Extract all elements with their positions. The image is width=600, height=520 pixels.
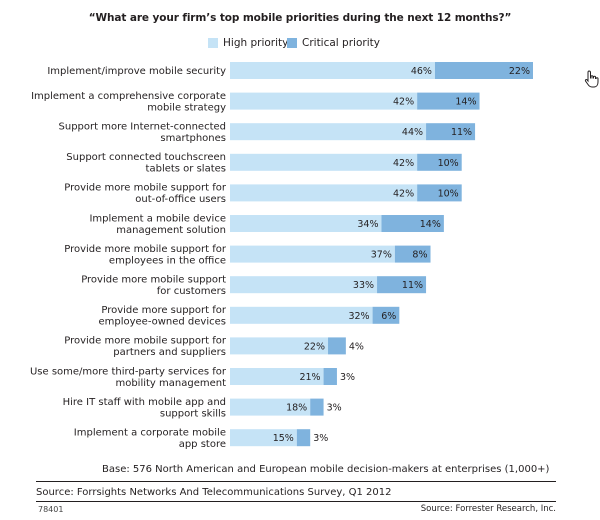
- category-label: Support connected touchscreen: [66, 152, 226, 163]
- data-label-high-priority: 22%: [304, 341, 325, 352]
- bar-critical-priority: [417, 92, 480, 110]
- bar-critical-priority: [417, 184, 462, 202]
- bar-high-priority: [230, 368, 324, 385]
- category-label: mobile strategy: [147, 102, 226, 113]
- chart-title: “What are your firm’s top mobile priorit…: [88, 12, 512, 24]
- figure-id: 78401: [38, 505, 64, 514]
- data-label-critical-priority: 14%: [420, 219, 441, 230]
- category-label: Provide more mobile support: [81, 274, 226, 285]
- category-label: employees in the office: [109, 255, 226, 266]
- legend-item-critical-priority: Critical priority: [287, 37, 380, 49]
- data-label-critical-priority: 10%: [438, 188, 459, 199]
- bar-high-priority: [230, 215, 382, 232]
- bar-high-priority: [230, 153, 418, 171]
- data-label-high-priority: 42%: [393, 97, 414, 108]
- legend-label-high-priority: High priority: [223, 37, 289, 49]
- bar-critical-priority: [434, 62, 533, 79]
- data-label-high-priority: 32%: [348, 311, 369, 322]
- category-label: Implement/improve mobile security: [47, 66, 226, 77]
- data-label-critical-priority: 22%: [509, 66, 530, 77]
- base-note: Base: 576 North American and European mo…: [102, 464, 550, 475]
- data-label-high-priority: 42%: [393, 158, 414, 169]
- category-label: Implement a comprehensive corporate: [31, 91, 226, 102]
- data-label-critical-priority: 14%: [455, 97, 476, 108]
- survey-source: Source: Forrsights Networks And Telecomm…: [36, 487, 392, 498]
- bar-critical-priority: [377, 276, 427, 294]
- category-label: Provide more mobile support for: [64, 336, 227, 347]
- legend-swatch-high-priority: [208, 38, 218, 48]
- bar-critical-priority: [323, 368, 337, 385]
- data-label-high-priority: 33%: [353, 280, 374, 291]
- bar-high-priority: [230, 92, 418, 110]
- category-label: management solution: [116, 225, 226, 236]
- legend-swatch-critical-priority: [287, 38, 297, 48]
- legend-item-high-priority: High priority: [208, 37, 288, 49]
- legend-label-critical-priority: Critical priority: [302, 37, 380, 49]
- category-label: Provide more support for: [101, 305, 227, 316]
- bar-high-priority: [230, 123, 427, 141]
- data-label-critical-priority: 3%: [313, 433, 328, 444]
- data-label-high-priority: 15%: [273, 433, 294, 444]
- data-label-critical-priority: 6%: [381, 311, 396, 322]
- data-label-critical-priority: 8%: [412, 250, 427, 261]
- category-label: smartphones: [160, 133, 226, 144]
- legend: High priority Critical priority: [0, 37, 600, 53]
- bar-high-priority: [230, 306, 373, 324]
- bar-high-priority: [230, 398, 311, 416]
- data-label-critical-priority: 11%: [402, 280, 423, 291]
- data-label-critical-priority: 3%: [327, 403, 342, 414]
- bar-critical-priority: [310, 398, 324, 416]
- category-label: out-of-office users: [135, 194, 226, 205]
- bar-high-priority: [230, 184, 418, 202]
- category-label: tablets or slates: [146, 164, 226, 175]
- data-label-critical-priority: 3%: [340, 372, 355, 383]
- data-label-high-priority: 46%: [411, 66, 432, 77]
- data-label-high-priority: 18%: [286, 403, 307, 414]
- bar-critical-priority: [328, 337, 346, 355]
- category-label: Provide more mobile support for: [64, 183, 227, 194]
- category-label: partners and suppliers: [113, 347, 226, 358]
- category-label: Support more Internet-connected: [59, 121, 226, 132]
- category-label: app store: [179, 439, 226, 450]
- bar-high-priority: [230, 337, 329, 355]
- data-label-high-priority: 21%: [299, 372, 320, 383]
- category-label: Use some/more third-party services for: [30, 366, 227, 377]
- bar-critical-priority: [394, 245, 431, 263]
- category-label: for customers: [157, 286, 226, 297]
- data-label-critical-priority: 11%: [451, 127, 472, 138]
- divider-rule-bottom: [36, 501, 556, 502]
- data-label-high-priority: 37%: [371, 250, 392, 261]
- category-label: employee-owned devices: [98, 317, 226, 328]
- publisher-source: Source: Forrester Research, Inc.: [420, 504, 556, 514]
- bar-critical-priority: [296, 429, 311, 447]
- data-label-high-priority: 44%: [402, 127, 423, 138]
- category-label: Hire IT staff with mobile app and: [63, 397, 226, 408]
- category-label: support skills: [160, 408, 226, 419]
- category-label: Provide more mobile support for: [64, 244, 227, 255]
- bar-critical-priority: [372, 306, 400, 324]
- data-label-high-priority: 42%: [393, 188, 414, 199]
- bar-high-priority: [230, 429, 297, 447]
- data-label-critical-priority: 4%: [349, 341, 364, 352]
- divider-rule-top: [36, 481, 556, 482]
- hand-pointer-icon: [584, 70, 599, 88]
- bar-critical-priority: [381, 215, 444, 232]
- bar-high-priority: [230, 276, 378, 294]
- data-label-high-priority: 34%: [357, 219, 378, 230]
- category-label: Implement a mobile device: [89, 213, 226, 224]
- bar-high-priority: [230, 245, 395, 263]
- data-label-critical-priority: 10%: [438, 158, 459, 169]
- category-label: Implement a corporate mobile: [74, 427, 226, 438]
- category-label: mobility management: [115, 378, 226, 389]
- bar-critical-priority: [417, 153, 462, 171]
- bar-critical-priority: [426, 123, 476, 141]
- bar-high-priority: [230, 62, 435, 79]
